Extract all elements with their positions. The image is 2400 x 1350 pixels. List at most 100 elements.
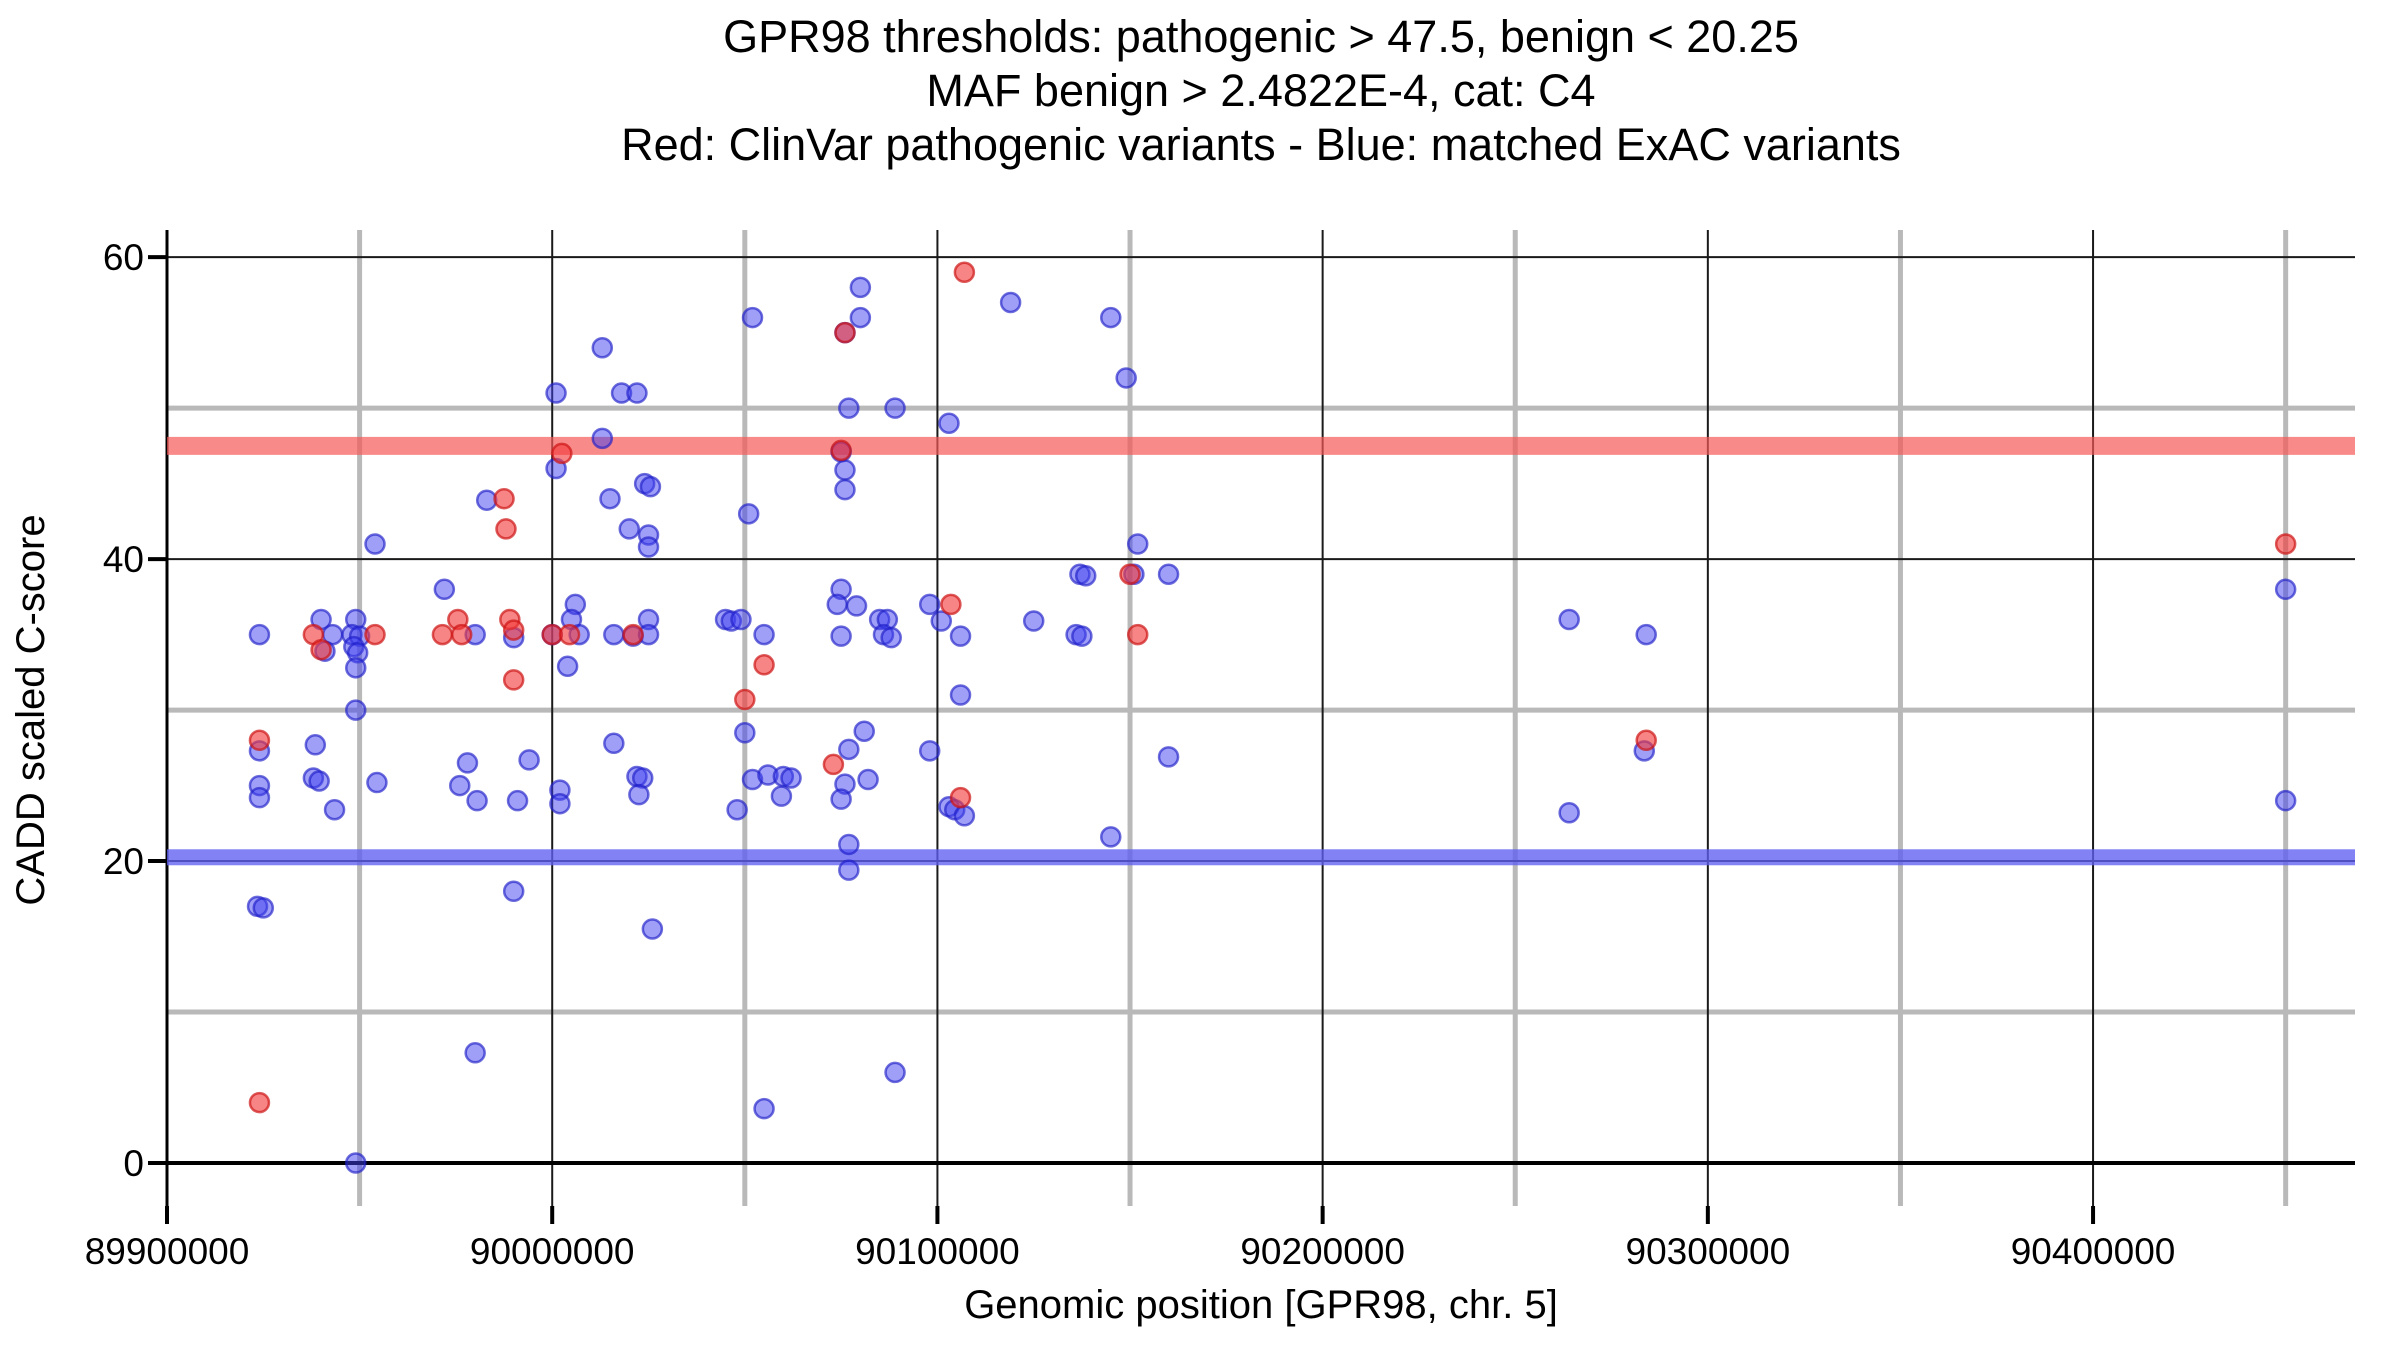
red-point xyxy=(551,442,573,465)
chart-title-line-1: GPR98 thresholds: pathogenic > 47.5, ben… xyxy=(723,11,1799,62)
blue-point xyxy=(1157,746,1180,768)
blue-point xyxy=(1071,625,1093,647)
blue-point xyxy=(730,608,752,631)
blue-point xyxy=(849,306,872,329)
blue-point xyxy=(252,897,275,919)
blue-point xyxy=(1126,533,1149,555)
major-gridlines xyxy=(167,230,2355,1206)
red-point xyxy=(502,619,525,641)
y-tick-label: 40 xyxy=(103,539,144,580)
blue-point xyxy=(857,768,879,791)
red-point xyxy=(822,753,845,776)
red-point xyxy=(734,688,756,711)
y-tick-label: 60 xyxy=(103,237,144,278)
blue-point xyxy=(918,593,941,616)
blue-point xyxy=(2274,789,2297,812)
blue-point xyxy=(834,459,856,481)
y-tick-label: 0 xyxy=(123,1143,144,1184)
blue-point xyxy=(502,880,525,903)
red-point xyxy=(493,487,515,510)
blue-point xyxy=(770,785,793,807)
red-point xyxy=(364,623,386,646)
blue-point xyxy=(780,767,802,789)
blue-point xyxy=(248,786,271,809)
blue-point xyxy=(556,655,579,678)
red-point xyxy=(1126,623,1149,646)
chart-title-line-3: Red: ClinVar pathogenic variants - Blue:… xyxy=(621,119,1901,170)
blue-point xyxy=(464,1042,486,1064)
blue-point xyxy=(938,412,960,434)
blue-point xyxy=(880,626,902,649)
blue-point xyxy=(849,276,872,299)
threshold-bands xyxy=(167,436,2355,866)
blue-point xyxy=(603,623,625,646)
red-point xyxy=(450,623,473,646)
blue-point xyxy=(545,382,567,404)
blue-point xyxy=(549,792,571,815)
blue-point xyxy=(838,397,860,419)
blue-point xyxy=(1558,608,1580,631)
red-point xyxy=(940,593,962,616)
blue-point xyxy=(884,1061,906,1084)
blue-point xyxy=(826,593,849,616)
red-point xyxy=(310,638,332,661)
blue-point xyxy=(345,657,367,679)
red-point xyxy=(558,623,581,646)
blue-point xyxy=(1157,563,1180,585)
blue-point xyxy=(1022,610,1045,632)
red-point xyxy=(622,623,644,646)
blue-point xyxy=(599,487,621,510)
blue-point xyxy=(323,798,346,821)
x-tick-label: 90200000 xyxy=(1240,1231,1405,1272)
blue-point xyxy=(838,859,860,881)
red-point xyxy=(830,439,852,462)
red-point xyxy=(953,261,976,284)
blue-point xyxy=(830,788,852,810)
blue-point xyxy=(741,306,764,329)
chart-title-line-2: MAF benign > 2.4822E-4, cat: C4 xyxy=(926,65,1596,116)
y-tick-label: 20 xyxy=(103,841,144,882)
blue-point xyxy=(603,732,625,755)
blue-point xyxy=(637,536,660,558)
blue-point xyxy=(753,623,775,646)
blue-point xyxy=(1635,623,1657,646)
red-point xyxy=(834,321,856,344)
blue-point xyxy=(834,478,856,501)
blue-point xyxy=(949,684,972,706)
x-tick-label: 90000000 xyxy=(470,1231,635,1272)
blue-point xyxy=(449,774,471,797)
blue-point xyxy=(930,610,953,632)
blue-point xyxy=(853,720,875,742)
blue-point xyxy=(466,789,488,812)
x-tick-label: 90100000 xyxy=(855,1231,1020,1272)
red-point xyxy=(248,1091,271,1114)
blue-point xyxy=(1558,801,1580,824)
blue-point xyxy=(506,789,529,812)
blue-point xyxy=(918,740,941,762)
blue-point xyxy=(345,699,367,721)
red-point xyxy=(2274,533,2297,555)
blue-point xyxy=(999,291,1022,314)
blue-point xyxy=(639,475,662,498)
blue-point xyxy=(2274,578,2297,601)
benign-threshold-band xyxy=(167,849,2355,866)
blue-point xyxy=(628,783,650,806)
red-point xyxy=(502,669,525,691)
blue-point xyxy=(1100,826,1122,848)
red-point xyxy=(949,786,972,809)
x-tick-label: 90400000 xyxy=(2011,1231,2176,1272)
blue-point xyxy=(838,738,860,761)
blue-point xyxy=(726,798,748,821)
pathogenic-threshold-band xyxy=(167,436,2355,455)
blue-point xyxy=(1115,367,1137,389)
red-point xyxy=(431,623,454,646)
blue-point xyxy=(304,734,327,756)
red-point xyxy=(1119,563,1141,585)
blue-point xyxy=(364,533,386,555)
blue-point xyxy=(953,805,976,827)
blue-point xyxy=(734,721,756,744)
chart-title: GPR98 thresholds: pathogenic > 47.5, ben… xyxy=(167,10,2355,172)
blue-point xyxy=(345,1152,367,1174)
blue-point xyxy=(248,623,271,646)
